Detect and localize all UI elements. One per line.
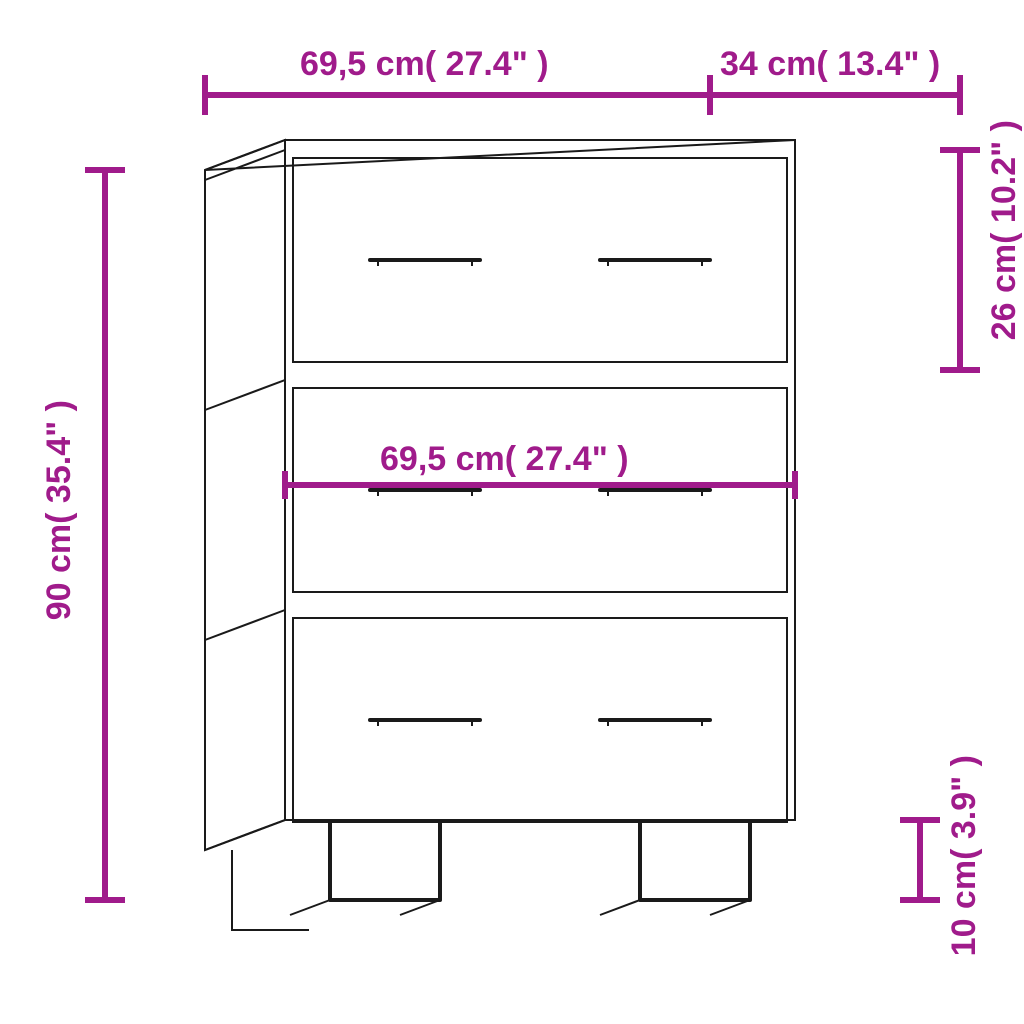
label-depth-top: 34 cm( 13.4" ) — [720, 45, 940, 84]
dimension-diagram — [0, 0, 1024, 1024]
label-width-top: 69,5 cm( 27.4" ) — [300, 45, 549, 84]
label-height-left: 90 cm( 35.4" ) — [40, 400, 79, 620]
label-drawer-height-right: 26 cm( 10.2" ) — [985, 120, 1024, 340]
label-drawer-width-mid: 69,5 cm( 27.4" ) — [380, 440, 629, 479]
label-leg-height-right: 10 cm( 3.9" ) — [945, 755, 984, 956]
